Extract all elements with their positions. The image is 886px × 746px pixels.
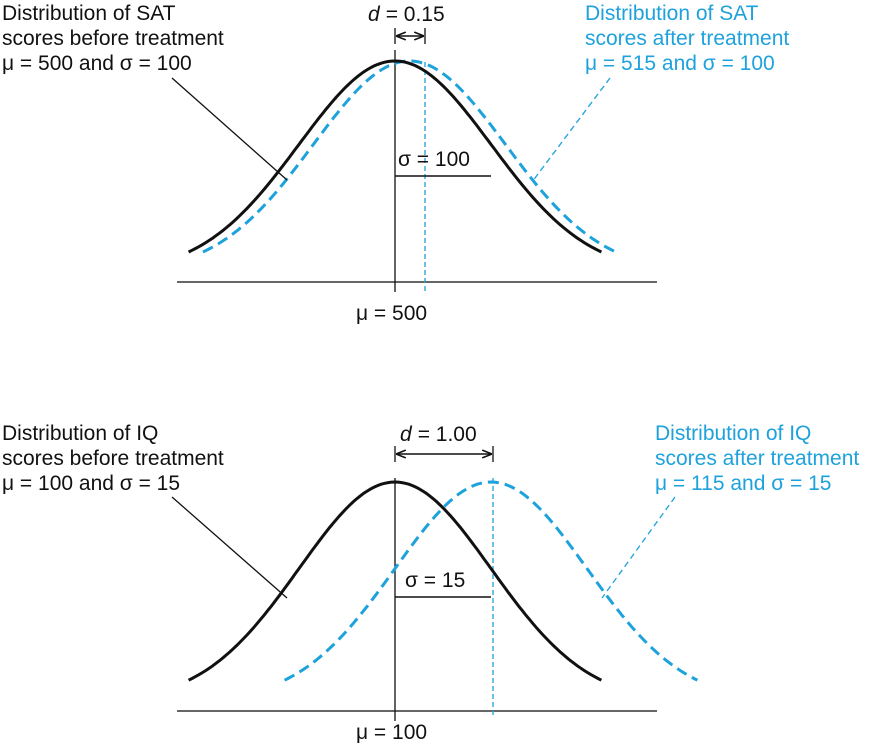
sat-before-leader [171,77,288,181]
panel-iq: σ = 15 d = 1.00 μ = 100 Distribution of I… [2,422,865,744]
iq-before-label: Distribution of IQ scores before treatme… [2,422,230,495]
sat-before-label-line2: scores before treatment [2,27,224,50]
iq-before-label-line1: Distribution of IQ [2,422,158,445]
iq-before-label-line2: scores before treatment [2,447,224,470]
sat-d-value: = 0.15 [386,3,445,26]
sat-after-label: Distribution of SAT scores after treatme… [585,2,795,75]
iq-d-value: = 1.00 [418,423,477,446]
iq-before-label-line3: μ = 100 and σ = 15 [2,472,180,495]
iq-mean-label: μ = 100 [356,721,427,744]
sat-mean-label: μ = 500 [356,302,427,325]
iq-before-leader [171,496,288,599]
sat-after-curve [202,59,617,254]
sat-after-leader [531,77,611,183]
sat-before-curve [187,59,603,254]
iq-sigma-label: σ = 15 [405,569,465,592]
iq-after-label-line3: μ = 115 and σ = 15 [655,472,831,495]
iq-after-curve [283,480,699,682]
iq-d-symbol: d [400,423,413,446]
iq-after-label-line1: Distribution of IQ [655,422,811,445]
sat-before-label: Distribution of SAT scores before treatm… [2,2,230,75]
sat-sigma-label: σ = 100 [398,148,470,171]
sat-before-label-line3: μ = 500 and σ = 100 [2,52,192,75]
sat-d-symbol: d [368,3,381,26]
sat-after-label-line3: μ = 515 and σ = 100 [585,52,775,75]
panel-sat: σ = 100 d = 0.15 μ = 500 Distribution of … [2,2,795,325]
sat-after-label-line2: scores after treatment [585,27,789,50]
iq-after-leader [601,496,676,599]
sat-d-label: d = 0.15 [368,3,445,26]
iq-after-label: Distribution of IQ scores after treatmen… [655,422,865,495]
iq-d-label: d = 1.00 [400,423,477,446]
iq-before-curve [187,480,603,682]
iq-after-label-line2: scores after treatment [655,447,859,470]
sat-after-label-line1: Distribution of SAT [585,2,759,25]
sat-before-label-line1: Distribution of SAT [2,2,176,25]
